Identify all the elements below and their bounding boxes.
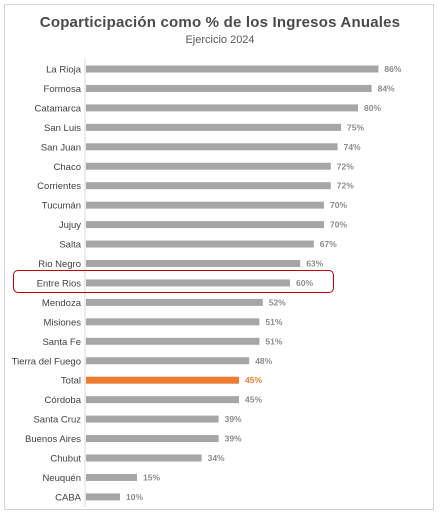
- bar-tierra-del-fuego: [86, 357, 250, 365]
- value-label-san-juan: 74%: [344, 142, 361, 152]
- bar-total: [86, 376, 239, 384]
- value-label-entre-rios: 60%: [296, 278, 313, 288]
- bar-cordoba: [86, 396, 239, 404]
- category-label-caba: CABA: [55, 492, 82, 503]
- entre-rios-highlight-box: [13, 270, 334, 293]
- category-label-la-rioja: La Rioja: [46, 65, 82, 76]
- bar-santa-cruz: [86, 415, 219, 423]
- category-label-corrientes: Corrientes: [37, 181, 81, 192]
- category-label-cordoba: Córdoba: [45, 395, 82, 406]
- category-label-san-juan: San Juan: [41, 142, 81, 153]
- category-label-tucuman: Tucumán: [42, 201, 81, 212]
- value-label-formosa: 84%: [378, 83, 395, 93]
- value-label-salta: 67%: [320, 239, 337, 249]
- bar-santa-fe: [86, 337, 260, 345]
- bar-san-juan: [86, 143, 338, 151]
- value-label-san-luis: 75%: [347, 122, 364, 132]
- value-label-santa-cruz: 39%: [225, 414, 242, 424]
- chart-subtitle: Ejercicio 2024: [185, 34, 255, 46]
- value-label-tierra-del-fuego: 48%: [255, 356, 272, 366]
- category-label-mendoza: Mendoza: [42, 298, 82, 309]
- value-label-la-rioja: 86%: [384, 64, 401, 74]
- value-label-mendoza: 52%: [269, 297, 286, 307]
- bar-san-luis: [86, 123, 341, 131]
- value-label-catamarca: 80%: [364, 103, 381, 113]
- category-label-entre-rios: Entre Rios: [37, 278, 82, 289]
- value-label-cordoba: 45%: [245, 395, 262, 405]
- bar-corrientes: [86, 182, 331, 190]
- category-label-misiones: Misiones: [44, 317, 82, 328]
- category-label-jujuy: Jujuy: [59, 220, 81, 231]
- value-label-jujuy: 70%: [330, 220, 347, 230]
- value-label-rio-negro: 63%: [306, 259, 323, 269]
- category-label-neuquen: Neuquén: [42, 473, 81, 484]
- bar-la-rioja: [86, 65, 379, 73]
- category-label-catamarca: Catamarca: [35, 103, 82, 114]
- bar-buenos-aires: [86, 435, 219, 443]
- category-label-chaco: Chaco: [54, 162, 81, 173]
- bar-neuquen: [86, 473, 137, 481]
- value-label-buenos-aires: 39%: [225, 434, 242, 444]
- category-label-santa-fe: Santa Fe: [42, 337, 81, 348]
- category-label-total: Total: [61, 376, 81, 387]
- category-label-tierra-del-fuego: Tierra del Fuego: [12, 356, 81, 367]
- category-label-san-luis: San Luis: [44, 123, 81, 134]
- value-label-caba: 10%: [126, 492, 143, 502]
- bar-chubut: [86, 454, 202, 462]
- category-label-rio-negro: Rio Negro: [38, 259, 81, 270]
- bar-mendoza: [86, 298, 263, 306]
- value-label-total: 45%: [245, 375, 262, 385]
- value-label-chaco: 72%: [337, 161, 354, 171]
- bar-tucuman: [86, 201, 324, 209]
- bar-formosa: [86, 84, 372, 92]
- value-label-corrientes: 72%: [337, 181, 354, 191]
- bar-caba: [86, 493, 120, 501]
- chart-title: Coparticipación como % de los Ingresos A…: [39, 14, 401, 31]
- bar-jujuy: [86, 221, 324, 229]
- bar-catamarca: [86, 104, 358, 112]
- value-label-chubut: 34%: [208, 453, 225, 463]
- value-label-neuquen: 15%: [143, 472, 160, 482]
- bar-rio-negro: [86, 260, 301, 267]
- category-label-formosa: Formosa: [44, 84, 82, 95]
- bar-entre-rios: [86, 279, 290, 287]
- bar-salta: [86, 240, 314, 248]
- value-label-misiones: 51%: [265, 317, 282, 327]
- bar-chaco: [86, 162, 331, 170]
- value-label-santa-fe: 51%: [265, 336, 282, 346]
- bar-misiones: [86, 318, 260, 326]
- category-label-salta: Salta: [59, 240, 81, 251]
- category-label-buenos-aires: Buenos Aires: [25, 434, 81, 445]
- category-label-santa-cruz: Santa Cruz: [33, 415, 81, 426]
- category-label-chubut: Chubut: [50, 454, 81, 465]
- value-label-tucuman: 70%: [330, 200, 347, 210]
